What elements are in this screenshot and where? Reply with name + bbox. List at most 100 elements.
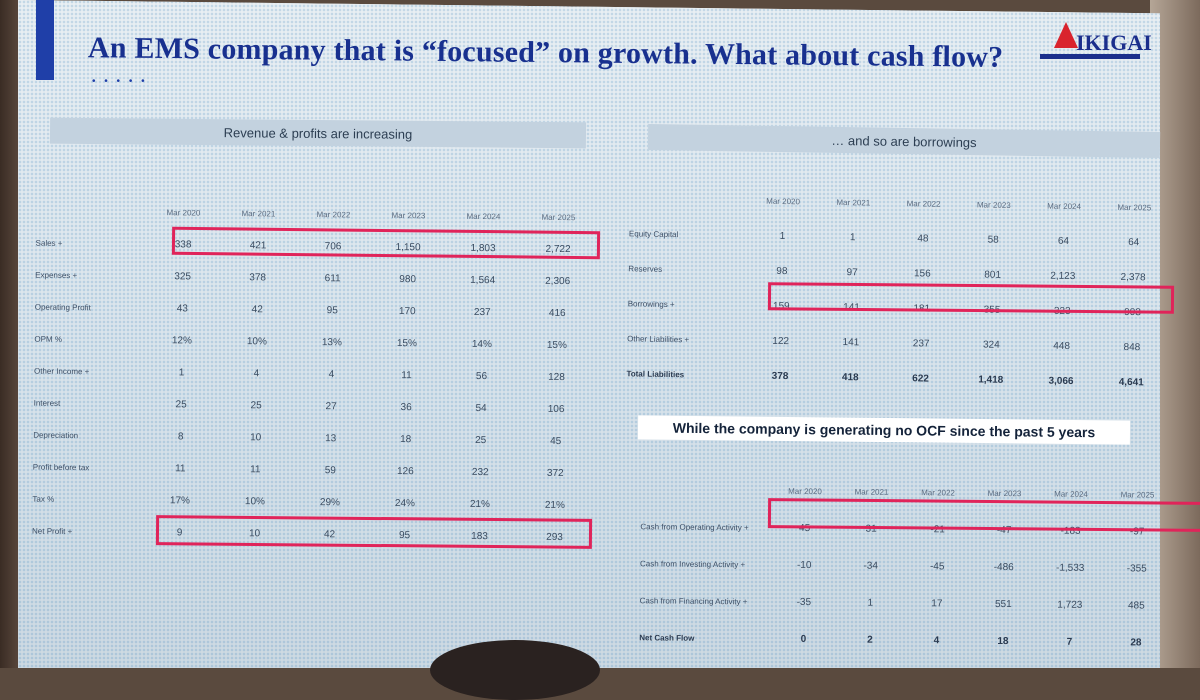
cell: 1: [867, 597, 874, 609]
cell: -486: [993, 561, 1014, 574]
cell: 126: [396, 465, 414, 477]
cell: 18: [997, 635, 1009, 648]
cell: 128: [548, 371, 565, 383]
row-label: Cash from Financing Activity +: [639, 596, 748, 607]
cell: 36: [400, 401, 412, 413]
cell: 448: [1053, 340, 1071, 353]
label-header: [629, 181, 748, 218]
company-logo: IKIGAI: [1034, 16, 1154, 66]
audience-head-silhouette: [430, 640, 600, 700]
cell: 25: [250, 399, 262, 411]
cell: 29%: [319, 496, 341, 508]
table-row: Net Cash Flow 0 2 4 18 7 28: [639, 619, 1169, 662]
cell: 232: [471, 466, 489, 478]
banner-cashflow: While the company is generating no OCF s…: [637, 415, 1131, 445]
cell: -1,533: [1055, 562, 1085, 574]
year-header: Mar 2024: [466, 211, 501, 221]
row-label: Total Liabilities: [626, 369, 685, 380]
cell: 54: [475, 402, 487, 414]
row-label: Profit before tax: [32, 462, 90, 472]
highlight-sales-row: [171, 226, 601, 260]
cell: 25: [475, 434, 487, 446]
cell: -10: [796, 559, 812, 572]
cell: 378: [771, 370, 789, 383]
cell: 64: [1057, 235, 1070, 247]
cell: -45: [929, 561, 945, 573]
cell: 25: [175, 398, 187, 410]
cell: 237: [912, 338, 930, 350]
cell: 378: [249, 271, 267, 283]
year-header: Mar 2021: [836, 197, 871, 208]
row-label: Expenses +: [35, 270, 78, 280]
label-header: [36, 195, 146, 228]
year-header: Mar 2023: [976, 200, 1011, 210]
label-header: [641, 471, 772, 509]
row-label: Other Liabilities +: [627, 334, 690, 345]
cell: -34: [863, 560, 879, 572]
table-row: Cash from Financing Activity + -35 1 17 …: [639, 582, 1169, 625]
year-header: Mar 2020: [166, 207, 201, 218]
cell: 237: [473, 306, 491, 318]
row-label: Tax %: [32, 494, 55, 504]
cell: 15%: [546, 339, 567, 351]
cell: -355: [1126, 563, 1147, 575]
cell: 18: [400, 433, 412, 445]
cell: 64: [1128, 237, 1140, 249]
cell: 1: [779, 230, 786, 243]
logo-text: IKIGAI: [1076, 30, 1152, 55]
cell: 622: [912, 373, 929, 385]
logo-underline: [1040, 54, 1140, 59]
projected-slide: [18, 0, 1160, 668]
row-label: Equity Capital: [628, 229, 679, 240]
banner-revenue: Revenue & profits are increasing: [49, 117, 587, 149]
year-header: Mar 2022: [906, 199, 941, 209]
year-header: Mar 2025: [541, 212, 576, 222]
cell: 11: [401, 369, 412, 381]
cell: 48: [917, 233, 929, 245]
cell: 21%: [544, 499, 565, 511]
cell: 122: [772, 335, 790, 348]
cell: 17: [931, 598, 943, 610]
cell: 325: [174, 270, 192, 282]
cell: 56: [475, 370, 488, 382]
cell: 4: [253, 367, 260, 379]
cell: 24%: [394, 497, 415, 509]
row-label: Reserves: [628, 264, 663, 274]
title-dots: • • • • •: [92, 76, 148, 87]
cell: 141: [842, 337, 860, 349]
cell: 11: [175, 462, 186, 474]
cell: 28: [1130, 637, 1142, 649]
cell: 43: [176, 302, 188, 314]
cell: 1: [849, 232, 856, 244]
highlight-operating-cashflow-row: [767, 498, 1200, 532]
cell: -35: [796, 596, 812, 609]
highlight-borrowings-row: [767, 282, 1175, 314]
row-label: Other Income +: [33, 366, 90, 376]
cell: 17%: [169, 494, 191, 506]
year-header: Mar 2023: [391, 210, 426, 220]
cell: 42: [251, 303, 263, 315]
cell: 2,306: [545, 275, 571, 287]
cell: 848: [1123, 341, 1141, 354]
cell: 2: [867, 634, 873, 646]
row-label: Net Profit +: [32, 526, 73, 536]
cell: 59: [324, 464, 336, 476]
cell: 95: [326, 304, 338, 316]
year-header: Mar 2020: [766, 196, 801, 207]
cell: 12%: [171, 334, 192, 347]
year-header: Mar 2022: [316, 209, 351, 219]
cell: 1: [178, 366, 185, 378]
cell: 3,066: [1048, 375, 1074, 388]
cell: 4,641: [1118, 376, 1144, 389]
row-label: Interest: [33, 398, 61, 408]
row-label: Cash from Operating Activity +: [640, 522, 749, 533]
cell: 10%: [246, 335, 267, 347]
row-label: Cash from Investing Activity +: [639, 559, 746, 570]
cell: 1,418: [978, 374, 1004, 386]
cell: 0: [800, 633, 807, 645]
table-row: Cash from Investing Activity + -10 -34 -…: [640, 545, 1170, 588]
cell: 10%: [244, 495, 266, 507]
cell: 611: [324, 272, 341, 284]
cell: 21%: [469, 498, 490, 510]
cell: 14%: [471, 338, 492, 350]
